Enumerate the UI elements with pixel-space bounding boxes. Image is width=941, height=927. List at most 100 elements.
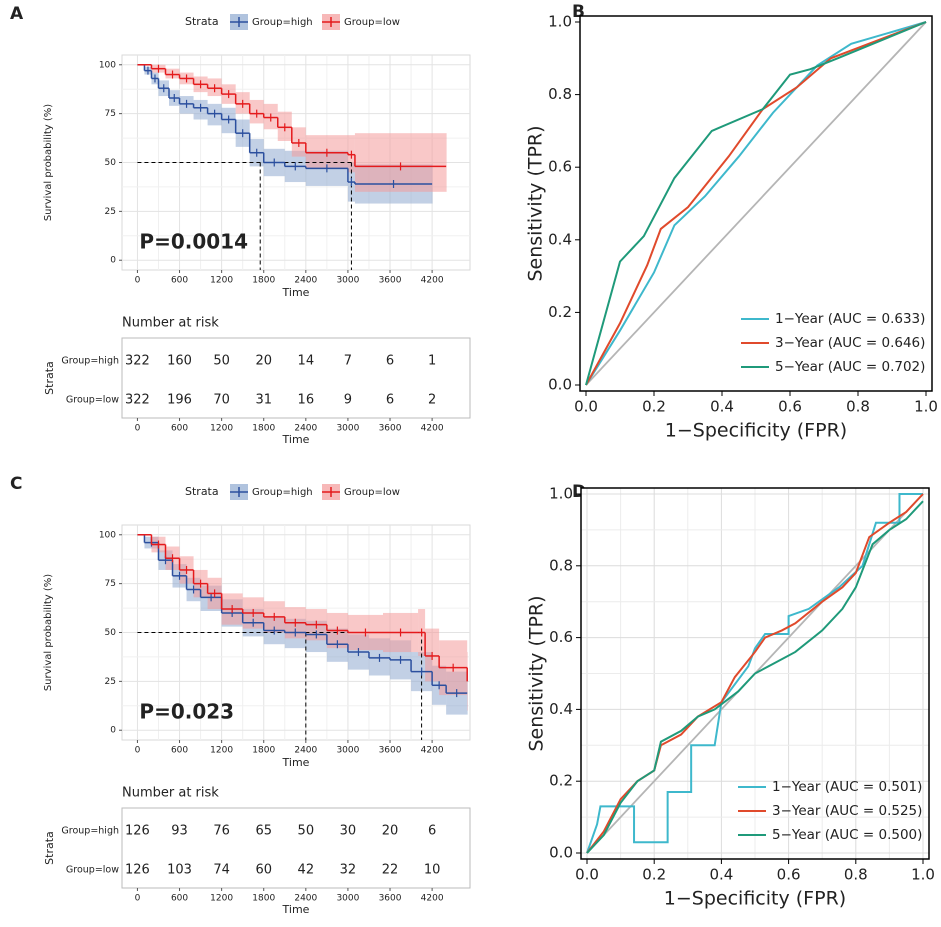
risk-count: 74: [213, 863, 230, 878]
y-axis-title: Sensitivity (TPR): [525, 125, 547, 281]
risk-x-tick-label: 1200: [210, 894, 233, 904]
x-tick-label: 1.0: [911, 866, 935, 884]
legend-label: Group=high: [252, 487, 313, 498]
x-tick-label: 3600: [379, 746, 402, 756]
y-tick-label: 100: [99, 60, 116, 70]
x-tick-label: 0.4: [710, 398, 734, 416]
risk-x-tick-label: 4200: [421, 894, 444, 904]
risk-x-tick-label: 3600: [379, 894, 402, 904]
risk-count: 76: [213, 824, 230, 839]
y-tick-label: 1.0: [548, 13, 572, 31]
legend-label: Group=high: [252, 17, 313, 28]
x-tick-label: 0.6: [777, 866, 801, 884]
risk-x-tick-label: 600: [171, 894, 188, 904]
risk-x-tick-label: 0: [135, 424, 141, 434]
risk-count: 20: [255, 354, 272, 369]
risk-table-frame: [121, 807, 471, 889]
y-tick-label: 0.4: [548, 230, 572, 248]
y-tick-label: 100: [99, 530, 116, 540]
risk-count: 93: [171, 824, 188, 839]
risk-table-title: Number at risk: [122, 786, 219, 801]
y-tick-label: 0.2: [548, 303, 572, 321]
x-axis-title: 1−Specificity (FPR): [664, 888, 846, 910]
x-axis-title: Time: [282, 286, 310, 299]
y-tick-label: 0: [110, 256, 116, 266]
risk-count: 16: [298, 393, 315, 408]
y-tick-label: 0: [110, 726, 116, 736]
x-tick-label: 0.2: [642, 398, 666, 416]
risk-x-tick-label: 600: [171, 424, 188, 434]
x-axis-title: 1−Specificity (FPR): [665, 420, 847, 442]
x-tick-label: 4200: [421, 276, 444, 286]
y-tick-label: 0.2: [549, 772, 573, 790]
x-tick-label: 0: [135, 276, 141, 286]
risk-count: 160: [167, 354, 192, 369]
reference-diagonal: [585, 21, 927, 386]
risk-count: 32: [340, 863, 357, 878]
y-tick-label: 75: [105, 579, 116, 589]
legend-key: [230, 17, 248, 27]
risk-count: 2: [428, 393, 436, 408]
p-value: P=0.0014: [139, 230, 248, 254]
roc-curve: [585, 21, 927, 386]
legend-label: 1−Year (AUC = 0.633): [775, 311, 925, 327]
y-axis-title: Sensitivity (TPR): [526, 595, 548, 751]
x-tick-label: 0: [135, 746, 141, 756]
y-axis-title: Survival probability (%): [43, 104, 54, 221]
y-tick-label: 0.0: [549, 844, 573, 862]
y-tick-label: 25: [105, 677, 116, 687]
y-tick-label: 0.4: [549, 700, 573, 718]
panel-letter: A: [10, 4, 24, 24]
risk-x-tick-label: 4200: [421, 424, 444, 434]
x-tick-label: 0.6: [778, 398, 802, 416]
risk-count: 22: [382, 863, 399, 878]
x-tick-label: 0.8: [846, 398, 870, 416]
x-tick-label: 600: [171, 746, 188, 756]
x-tick-label: 3000: [336, 746, 359, 756]
legend-key: [322, 17, 340, 27]
legend-label: Group=low: [344, 17, 400, 28]
risk-count: 20: [382, 824, 399, 839]
y-tick-label: 0.8: [549, 556, 573, 574]
plot-frame: [580, 487, 930, 860]
risk-count: 30: [340, 824, 357, 839]
risk-row-label: Group=low: [66, 865, 119, 876]
risk-x-tick-label: 3000: [336, 894, 359, 904]
x-axis-title: Time: [282, 756, 310, 769]
risk-x-tick-label: 3600: [379, 424, 402, 434]
x-tick-label: 0.0: [575, 866, 599, 884]
risk-count: 70: [213, 393, 230, 408]
risk-count: 6: [386, 354, 394, 369]
legend-key: [322, 487, 340, 497]
y-tick-label: 0.6: [549, 628, 573, 646]
risk-x-tick-label: 1800: [252, 894, 275, 904]
x-tick-label: 3600: [379, 276, 402, 286]
risk-count: 322: [125, 393, 150, 408]
roc-curve: [586, 500, 924, 854]
roc-curve: [585, 21, 927, 386]
x-tick-label: 2400: [294, 276, 317, 286]
risk-x-tick-label: 1200: [210, 424, 233, 434]
risk-x-title: Time: [282, 433, 310, 446]
risk-count: 50: [213, 354, 230, 369]
x-tick-label: 1800: [252, 276, 275, 286]
x-tick-label: 4200: [421, 746, 444, 756]
x-tick-label: 0.0: [574, 398, 598, 416]
confidence-band: [446, 133, 447, 192]
risk-count: 42: [298, 863, 315, 878]
x-tick-label: 0.2: [642, 866, 666, 884]
risk-row-label: Group=high: [61, 826, 119, 837]
y-tick-label: 25: [105, 207, 116, 217]
risk-x-title: Time: [282, 903, 310, 916]
risk-count: 50: [298, 824, 315, 839]
risk-count: 14: [298, 354, 315, 369]
risk-x-tick-label: 1800: [252, 424, 275, 434]
x-tick-label: 2400: [294, 746, 317, 756]
x-tick-label: 3000: [336, 276, 359, 286]
x-tick-label: 600: [171, 276, 188, 286]
plot-frame: [579, 15, 933, 392]
y-tick-label: 0.0: [548, 376, 572, 394]
x-tick-label: 1.0: [914, 398, 938, 416]
risk-table-y-title: Strata: [43, 361, 56, 395]
